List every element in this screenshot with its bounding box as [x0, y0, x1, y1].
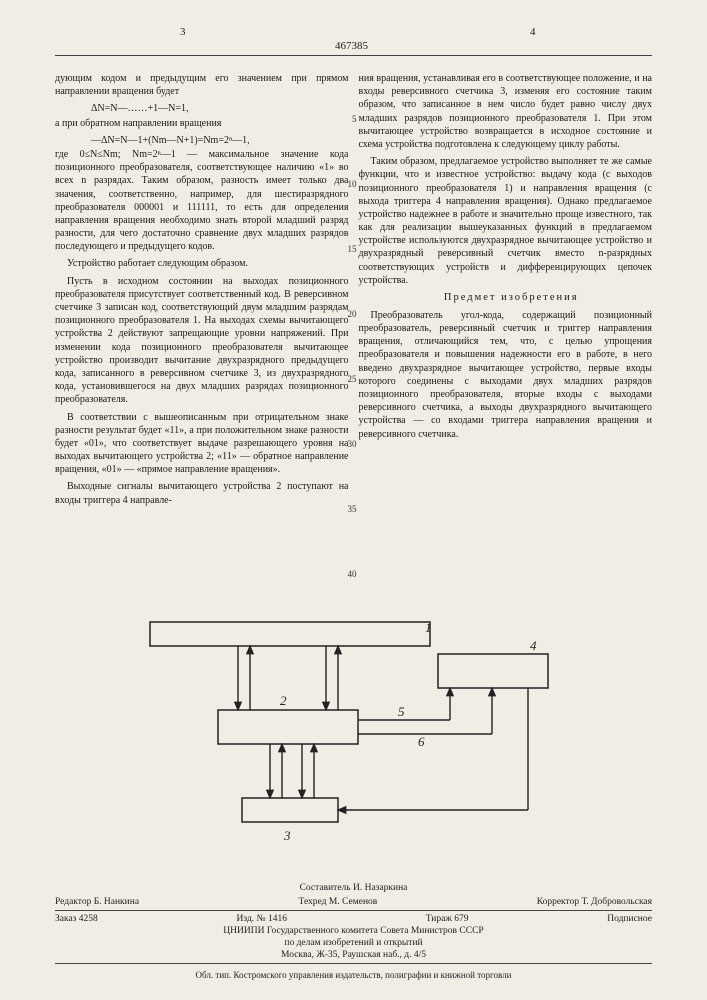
- page-number-left: 3: [180, 26, 186, 38]
- rule-footer-1: [55, 910, 652, 911]
- address: Москва, Ж-35, Раушская наб., д. 4/5: [55, 950, 652, 960]
- corrector: Корректор Т. Добровольская: [537, 897, 652, 907]
- column-left: дующим кодом и предыдущим его значением …: [55, 72, 349, 511]
- print-run: Тираж 679: [426, 914, 469, 924]
- para: Таким образом, предлагаемое устройство в…: [359, 155, 653, 287]
- patent-number: 467385: [335, 40, 368, 52]
- edition-number: Изд. № 1416: [237, 914, 287, 924]
- para: а при обратном направлении вращения: [55, 117, 349, 130]
- subscription: Подписное: [607, 914, 652, 924]
- page-number-right: 4: [530, 26, 536, 38]
- credits-row: Редактор Б. Нанкина Техред М. Семенов Ко…: [55, 897, 652, 907]
- para: дующим кодом и предыдущим его значением …: [55, 72, 349, 98]
- editor: Редактор Б. Нанкина: [55, 897, 139, 907]
- claim: Преобразователь угол-кода, содержащий по…: [359, 309, 653, 441]
- para: ния вращения, устанавливая его в соответ…: [359, 72, 653, 151]
- wire-label-5: 5: [398, 704, 405, 719]
- para: Устройство работает следующим образом.: [55, 257, 349, 270]
- org-line-1: ЦНИИПИ Государственного комитета Совета …: [55, 926, 652, 936]
- line-number: 20: [348, 309, 357, 321]
- block-label-4: 4: [530, 638, 537, 653]
- line-number: 5: [352, 114, 357, 126]
- block-label-3: 3: [283, 828, 291, 843]
- footer: Составитель И. Назаркина Редактор Б. Нан…: [55, 883, 652, 980]
- printer: Обл. тип. Костромского управления издате…: [55, 970, 652, 980]
- subject-title: Предмет изобретения: [359, 291, 653, 305]
- composer: Составитель И. Назаркина: [55, 883, 652, 893]
- line-number: 30: [348, 439, 357, 451]
- para: где 0≤N≤Nm; Nm=2ⁿ—1 — максимальное значе…: [55, 148, 349, 254]
- block-label-1: 1: [425, 620, 432, 635]
- patent-page: 3 4 467385 дующим кодом и предыдущим его…: [0, 0, 707, 1000]
- wire-label-6: 6: [418, 734, 425, 749]
- formula: —ΔN=N—1+(Nm—N+1)=Nm=2ⁿ—1,: [55, 134, 349, 147]
- rule-footer-2: [55, 963, 652, 964]
- line-number: 35: [348, 504, 357, 516]
- print-info-row: Заказ 4258 Изд. № 1416 Тираж 679 Подписн…: [55, 914, 652, 924]
- org-line-2: по делам изобретений и открытий: [55, 938, 652, 948]
- line-number: 15: [348, 244, 357, 256]
- column-right: 5 10 15 20 25 30 35 40 ния вращения, уст…: [359, 72, 653, 511]
- line-number: 10: [348, 179, 357, 191]
- rule-top: [55, 55, 652, 56]
- block-diagram: 1 4 2 3 5 6: [130, 610, 570, 860]
- diagram-svg: 1 4 2 3 5 6: [130, 610, 570, 860]
- line-number: 25: [348, 374, 357, 386]
- formula: ΔN=N—……+1—N=1,: [55, 102, 349, 115]
- text-columns: дующим кодом и предыдущим его значением …: [55, 72, 652, 511]
- para: Выходные сигналы вычитающего устройства …: [55, 480, 349, 506]
- block-label-2: 2: [280, 693, 287, 708]
- tech-editor: Техред М. Семенов: [299, 897, 378, 907]
- line-number: 40: [348, 569, 357, 581]
- order-number: Заказ 4258: [55, 914, 98, 924]
- para: В соответствии с вышеописанным при отриц…: [55, 411, 349, 477]
- para: Пусть в исходном состоянии на выходах по…: [55, 275, 349, 407]
